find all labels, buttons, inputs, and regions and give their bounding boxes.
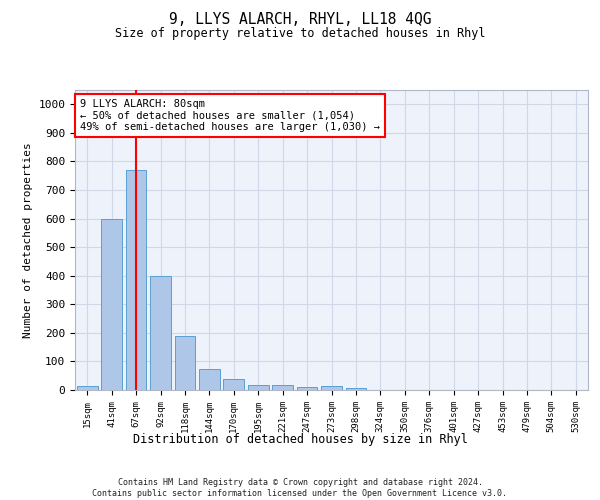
Y-axis label: Number of detached properties: Number of detached properties bbox=[23, 142, 33, 338]
Bar bbox=[321, 386, 342, 390]
Text: Size of property relative to detached houses in Rhyl: Size of property relative to detached ho… bbox=[115, 28, 485, 40]
Bar bbox=[101, 218, 122, 390]
Bar bbox=[175, 336, 196, 390]
Bar bbox=[346, 388, 367, 390]
Bar bbox=[199, 368, 220, 390]
Bar bbox=[150, 276, 171, 390]
Text: 9, LLYS ALARCH, RHYL, LL18 4QG: 9, LLYS ALARCH, RHYL, LL18 4QG bbox=[169, 12, 431, 28]
Text: 9 LLYS ALARCH: 80sqm
← 50% of detached houses are smaller (1,054)
49% of semi-de: 9 LLYS ALARCH: 80sqm ← 50% of detached h… bbox=[80, 99, 380, 132]
Bar bbox=[125, 170, 146, 390]
Bar bbox=[296, 387, 317, 390]
Bar bbox=[223, 378, 244, 390]
Bar bbox=[77, 386, 98, 390]
Bar bbox=[272, 385, 293, 390]
Text: Distribution of detached houses by size in Rhyl: Distribution of detached houses by size … bbox=[133, 432, 467, 446]
Bar bbox=[248, 385, 269, 390]
Text: Contains HM Land Registry data © Crown copyright and database right 2024.
Contai: Contains HM Land Registry data © Crown c… bbox=[92, 478, 508, 498]
